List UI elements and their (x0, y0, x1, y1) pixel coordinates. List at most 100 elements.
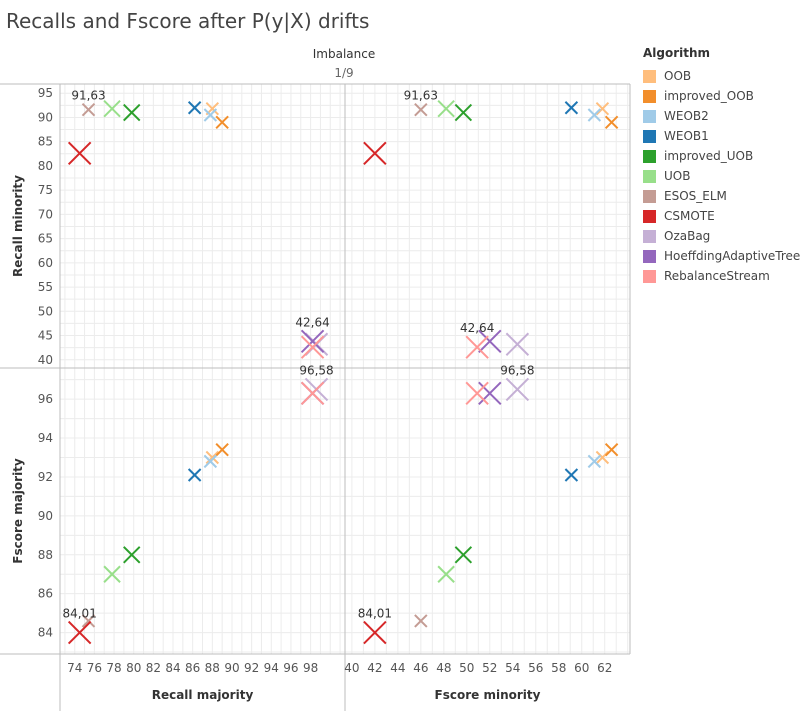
x-tick-label: 46 (413, 661, 428, 675)
point-rebalancestream-marker[interactable] (465, 381, 489, 405)
legend-label: improved_UOB (664, 149, 754, 163)
point-esos-elm-marker[interactable] (414, 102, 428, 117)
point-esos-elm-marker[interactable] (81, 614, 96, 628)
point-csmote-marker[interactable] (363, 141, 387, 166)
legend-item-uob[interactable]: UOB (643, 166, 801, 186)
marker-stroke (505, 332, 530, 356)
point-rebalancestream-marker[interactable] (465, 335, 489, 359)
legend-swatch (643, 149, 656, 163)
y-tick-label: 85 (38, 135, 53, 149)
marker-stroke (478, 381, 502, 405)
legend-swatch (643, 169, 656, 183)
legend-swatch (643, 89, 656, 103)
legend-label: WEOB2 (664, 109, 709, 123)
point-uob-marker[interactable] (103, 565, 121, 583)
point-esos-elm-marker[interactable] (81, 102, 96, 117)
marker-stroke (215, 443, 229, 457)
frame-layer (0, 83, 631, 711)
point-weob2-marker[interactable] (203, 108, 218, 122)
legend-items: OOB improved_OOB WEOB2 WEOB1 improved_UOB UOB… (643, 66, 801, 286)
point-improved-oob-marker[interactable] (604, 443, 619, 457)
point-oob-marker[interactable] (205, 450, 220, 465)
x-tick-label: 60 (574, 661, 589, 675)
legend-title: Algorithm (643, 46, 711, 60)
point-improved-uob-marker[interactable] (123, 546, 141, 564)
y-axis-title: Recall minority (11, 175, 25, 277)
point-rebalancestream-marker[interactable] (300, 335, 325, 359)
legend-item-oob[interactable]: OOB (643, 66, 801, 86)
point-csmote-marker[interactable] (363, 620, 387, 645)
legend-label: RebalanceStream (664, 269, 770, 283)
annotation-layer: 91,63 91,63 42,64 42,64 96,58 96,58 84,01 84,01 (62, 89, 534, 621)
point-improved-uob-marker[interactable] (123, 103, 141, 122)
point-csmote-marker[interactable] (67, 620, 92, 645)
point-ozabag-marker[interactable] (505, 377, 530, 402)
x-tick-label: 40 (344, 661, 359, 675)
data-annotation: 96,58 (500, 363, 534, 377)
point-esos-elm-marker[interactable] (414, 614, 428, 628)
data-annotation: 84,01 (62, 607, 96, 621)
y-tick-label: 65 (38, 232, 53, 246)
point-weob1-marker[interactable] (187, 101, 202, 115)
x-tick-label: 62 (597, 661, 612, 675)
marker-stroke (414, 614, 428, 628)
point-improved-uob-marker[interactable] (454, 103, 473, 122)
point-ozabag-marker[interactable] (505, 332, 530, 356)
legend-item-improved-uob[interactable]: improved_UOB (643, 146, 801, 166)
x-tick-label: 92 (244, 661, 259, 675)
point-weob1-marker[interactable] (564, 468, 579, 482)
marker-stroke (587, 108, 602, 122)
point-improved-oob-marker[interactable] (215, 115, 229, 129)
point-weob1-marker[interactable] (564, 101, 579, 115)
x-tick-label: 78 (106, 661, 121, 675)
legend-swatch (643, 229, 656, 243)
point-weob2-marker[interactable] (203, 454, 218, 469)
legend-item-hoeffdingadaptivetree[interactable]: HoeffdingAdaptiveTree (643, 246, 801, 266)
legend-item-esos-elm[interactable]: ESOS_ELM (643, 186, 801, 206)
legend-item-csmote[interactable]: CSMOTE (643, 206, 801, 226)
x-tick-label: 74 (67, 661, 82, 675)
legend-label: WEOB1 (664, 129, 709, 143)
marker-stroke (67, 620, 92, 645)
marker-stroke (363, 141, 387, 166)
x-tick-label: 56 (528, 661, 543, 675)
x-tick-label: 54 (505, 661, 520, 675)
point-hoeffdingadaptivetree-marker[interactable] (300, 329, 325, 354)
marker-stroke (300, 335, 325, 359)
data-annotation: 42,64 (295, 315, 329, 329)
y-tick-label: 75 (38, 183, 53, 197)
point-improved-uob-marker[interactable] (454, 546, 473, 564)
marker-stroke (103, 565, 121, 583)
legend-item-weob1[interactable]: WEOB1 (643, 126, 801, 146)
point-improved-oob-marker[interactable] (604, 115, 619, 129)
y-tick-label: 88 (38, 548, 53, 562)
marker-stroke (187, 468, 202, 482)
y-tick-label: 50 (38, 304, 53, 318)
point-uob-marker[interactable] (103, 100, 121, 118)
point-csmote-marker[interactable] (67, 141, 92, 166)
x-tick-label: 52 (482, 661, 497, 675)
legend-item-rebalancestream[interactable]: RebalanceStream (643, 266, 801, 286)
x-tick-label: 50 (459, 661, 474, 675)
y-tick-label: 84 (38, 626, 53, 640)
y-tick-label: 96 (38, 392, 53, 406)
legend-item-weob2[interactable]: WEOB2 (643, 106, 801, 126)
point-hoeffdingadaptivetree-marker[interactable] (478, 329, 502, 354)
point-weob1-marker[interactable] (187, 468, 202, 482)
x-tick-label: 80 (126, 661, 141, 675)
marker-stroke (414, 102, 428, 117)
legend-swatch (643, 69, 656, 83)
point-uob-marker[interactable] (437, 565, 455, 583)
legend-label: CSMOTE (664, 209, 715, 223)
point-oob-marker[interactable] (595, 102, 610, 116)
marker-stroke (215, 115, 229, 129)
legend-item-improved-oob[interactable]: improved_OOB (643, 86, 801, 106)
point-improved-oob-marker[interactable] (215, 443, 229, 457)
legend-item-ozabag[interactable]: OzaBag (643, 226, 801, 246)
point-weob2-marker[interactable] (587, 108, 602, 122)
point-rebalancestream-marker[interactable] (300, 381, 325, 405)
point-uob-marker[interactable] (437, 100, 455, 118)
marker-stroke (604, 115, 619, 129)
point-hoeffdingadaptivetree-marker[interactable] (478, 381, 502, 405)
point-weob2-marker[interactable] (587, 454, 602, 469)
